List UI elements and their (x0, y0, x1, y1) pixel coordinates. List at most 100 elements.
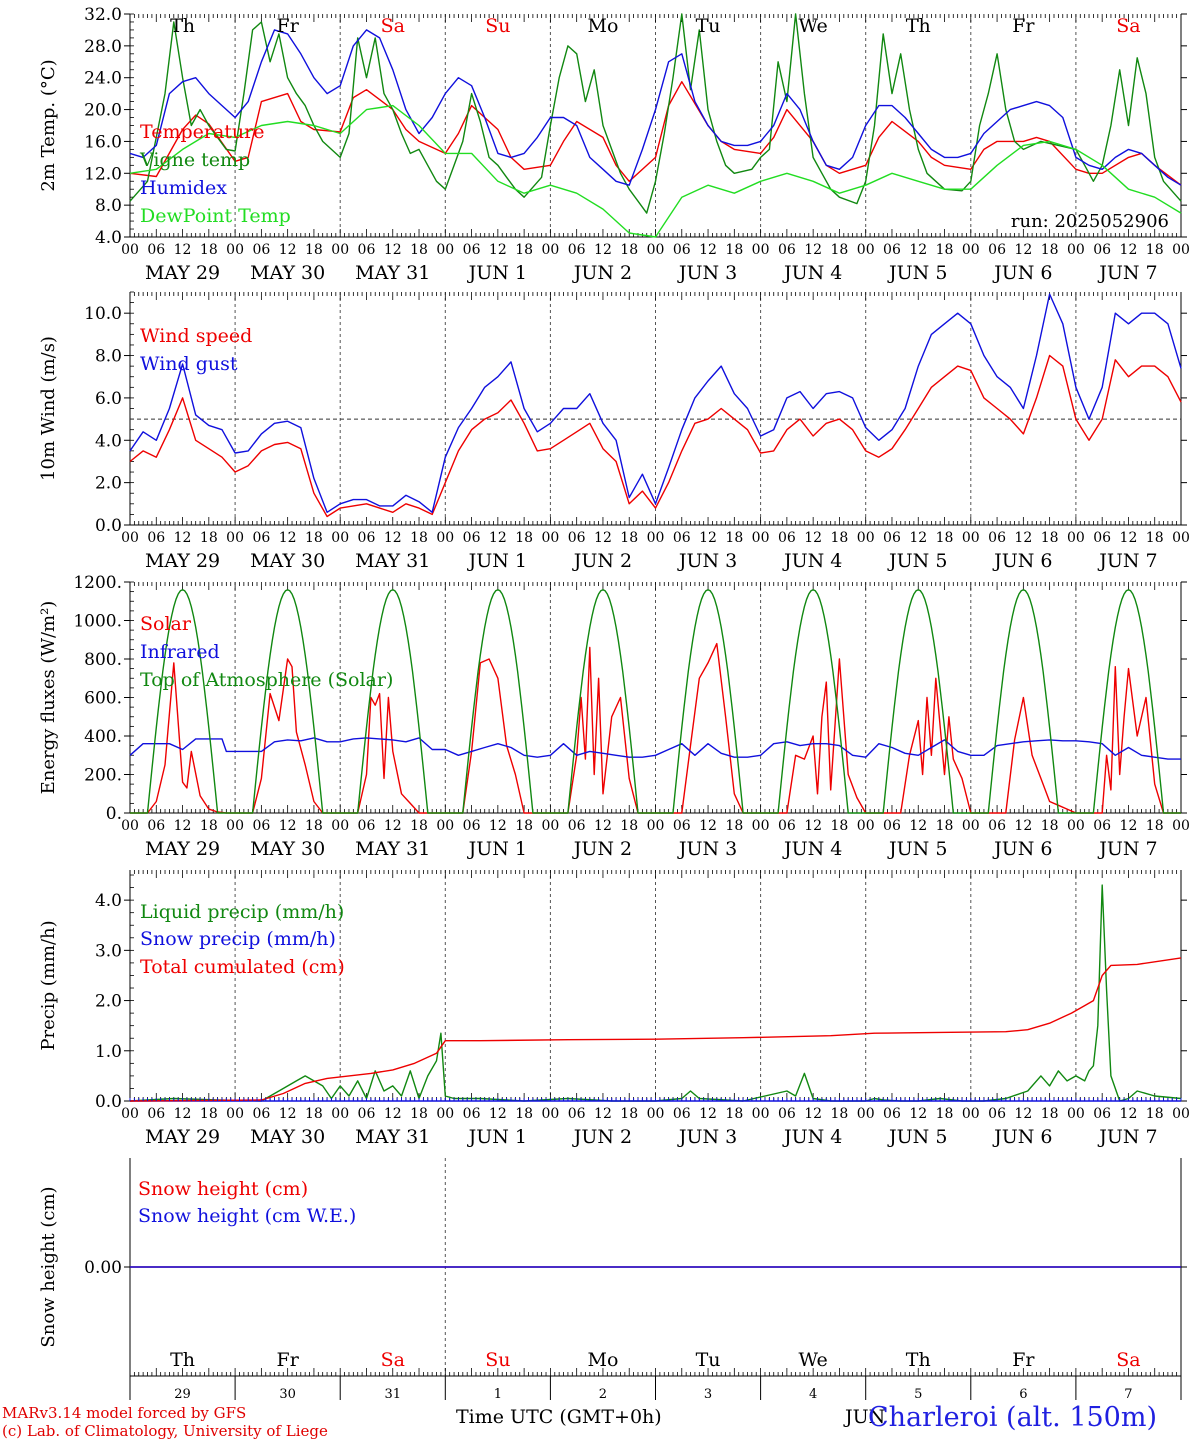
y-tick-label: 600. (84, 689, 122, 709)
x-tick-label: 00 (1172, 1106, 1190, 1122)
x-tick-label: 12 (384, 242, 402, 258)
legend-entry: Wind gust (140, 353, 238, 375)
weekday-label: Fr (1012, 1349, 1035, 1371)
x-tick-label: 06 (147, 1106, 165, 1122)
x-tick-label: 18 (1041, 242, 1059, 258)
x-tick-label: 12 (384, 530, 402, 546)
date-label: JUN 5 (887, 550, 947, 572)
date-label: MAY 31 (355, 838, 430, 860)
legend-entry: Vigne temp (139, 149, 250, 171)
date-label: MAY 30 (250, 550, 325, 572)
x-axis-title: Time UTC (GMT+0h) (456, 1406, 662, 1428)
x-tick-label: 06 (988, 818, 1006, 834)
x-tick-label: 18 (305, 242, 323, 258)
legend-entry: Liquid precip (mm/h) (140, 901, 344, 923)
x-tick-label: 06 (883, 818, 901, 834)
x-tick-label: 12 (384, 818, 402, 834)
x-tick-label: 12 (804, 530, 822, 546)
x-tick-label: 18 (410, 530, 428, 546)
x-tick-label: 06 (1093, 1106, 1111, 1122)
x-tick-label: 12 (174, 1106, 192, 1122)
legend-entry: Total cumulated (cm) (140, 956, 345, 978)
x-tick-label: 00 (962, 1106, 980, 1122)
x-tick-label: 18 (410, 1106, 428, 1122)
x-tick-label: 06 (883, 1106, 901, 1122)
y-tick-label: 6.0 (95, 389, 122, 409)
x-tick-label: 12 (804, 1106, 822, 1122)
x-tick-label: 06 (252, 818, 270, 834)
y-tick-label: 4.0 (95, 228, 122, 248)
series-line (129, 29, 1182, 186)
x-tick-label: 18 (200, 1106, 218, 1122)
day-number: 6 (1019, 1387, 1027, 1402)
y-tick-label: 16.0 (84, 132, 122, 152)
model-credit: MARv3.14 model forced by GFS (2, 1404, 247, 1422)
x-tick-label: 00 (752, 242, 770, 258)
x-tick-label: 12 (279, 818, 297, 834)
x-tick-label: 00 (331, 530, 349, 546)
x-tick-label: 06 (358, 530, 376, 546)
x-tick-label: 12 (1014, 242, 1032, 258)
x-tick-label: 00 (331, 818, 349, 834)
x-tick-label: 18 (200, 242, 218, 258)
y-tick-label: 400. (84, 727, 122, 747)
x-tick-label: 06 (463, 242, 481, 258)
weekday-label: Sa (381, 15, 405, 37)
x-tick-label: 00 (647, 530, 665, 546)
weekday-label: Fr (277, 1349, 300, 1371)
x-tick-label: 12 (279, 530, 297, 546)
x-tick-label: 18 (515, 530, 533, 546)
date-label: MAY 30 (250, 1126, 325, 1148)
date-label: JUN 3 (677, 838, 737, 860)
y-tick-label: 2.0 (95, 992, 122, 1012)
weekday-label: Mo (587, 15, 618, 37)
legend-entry: Temperature (140, 121, 264, 143)
x-tick-label: 06 (673, 530, 691, 546)
x-tick-label: 00 (436, 530, 454, 546)
x-tick-label: 12 (909, 242, 927, 258)
x-tick-label: 06 (147, 530, 165, 546)
x-tick-label: 06 (778, 818, 796, 834)
day-number: 2 (599, 1387, 607, 1402)
date-label: MAY 31 (355, 1126, 430, 1148)
weekday-label: Th (906, 1349, 931, 1371)
precip-panel (124, 870, 1187, 1102)
y-tick-label: 800. (84, 650, 122, 670)
x-tick-label: 18 (200, 530, 218, 546)
x-tick-label: 00 (331, 242, 349, 258)
date-label: MAY 29 (145, 838, 220, 860)
date-label: JUN 2 (572, 1126, 632, 1148)
date-label: JUN 7 (1097, 262, 1157, 284)
y-tick-label: 0.0 (95, 516, 122, 536)
x-tick-label: 12 (174, 530, 192, 546)
x-tick-label: 06 (988, 242, 1006, 258)
x-tick-label: 18 (936, 530, 954, 546)
date-label: JUN 3 (677, 1126, 737, 1148)
x-tick-label: 00 (541, 530, 559, 546)
x-tick-label: 06 (1093, 242, 1111, 258)
x-tick-label: 00 (226, 1106, 244, 1122)
x-tick-label: 12 (699, 1106, 717, 1122)
day-number: 31 (384, 1387, 401, 1402)
x-tick-label: 18 (831, 242, 849, 258)
x-tick-label: 12 (594, 1106, 612, 1122)
date-label: MAY 29 (145, 262, 220, 284)
x-tick-label: 00 (226, 242, 244, 258)
y-tick-label: 8.0 (95, 196, 122, 216)
temp-panel (124, 13, 1187, 238)
x-tick-label: 06 (463, 818, 481, 834)
x-tick-label: 12 (489, 242, 507, 258)
date-label: JUN 3 (677, 262, 737, 284)
x-tick-label: 00 (1067, 818, 1085, 834)
x-tick-label: 18 (305, 1106, 323, 1122)
weekday-label: Mo (587, 1349, 618, 1371)
x-tick-label: 06 (988, 530, 1006, 546)
x-tick-label: 00 (436, 818, 454, 834)
x-tick-label: 06 (568, 242, 586, 258)
date-label: MAY 31 (355, 262, 430, 284)
x-tick-label: 12 (804, 242, 822, 258)
weekday-label: Sa (1116, 15, 1140, 37)
y-tick-label: 4.0 (95, 431, 122, 451)
day-number: 3 (704, 1387, 712, 1402)
